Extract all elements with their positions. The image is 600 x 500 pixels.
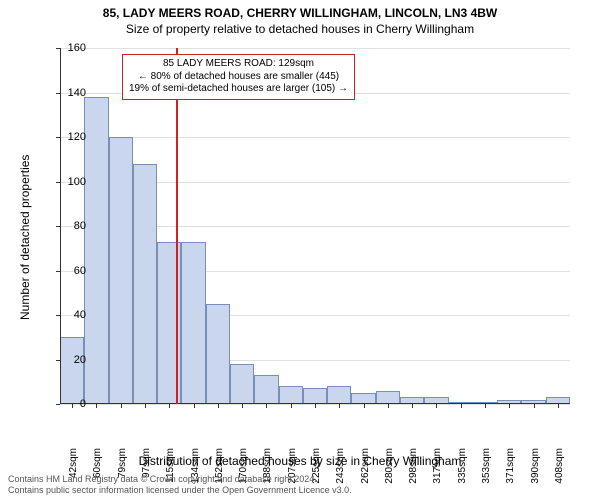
footer-line1: Contains HM Land Registry data © Crown c… xyxy=(8,474,352,485)
annotation-line1: 85 LADY MEERS ROAD: 129sqm xyxy=(129,58,348,71)
x-tick-mark xyxy=(121,404,122,408)
axis-bottom xyxy=(60,403,570,404)
y-tick-label: 40 xyxy=(56,309,86,321)
x-tick-mark xyxy=(485,404,486,408)
y-tick-label: 140 xyxy=(56,87,86,99)
x-tick-mark xyxy=(266,404,267,408)
x-axis-label: Distribution of detached houses by size … xyxy=(0,454,600,468)
x-tick-mark xyxy=(509,404,510,408)
histogram-bar xyxy=(181,242,205,404)
chart-plot-area: 42sqm60sqm79sqm97sqm115sqm134sqm152sqm17… xyxy=(60,48,570,404)
reference-line xyxy=(176,48,178,404)
x-tick-mark xyxy=(388,404,389,408)
chart-title-block: 85, LADY MEERS ROAD, CHERRY WILLINGHAM, … xyxy=(0,0,600,36)
y-tick-label: 20 xyxy=(56,354,86,366)
histogram-bar xyxy=(60,337,84,404)
histogram-bar xyxy=(327,386,351,404)
y-tick-label: 100 xyxy=(56,176,86,188)
x-tick-mark xyxy=(218,404,219,408)
histogram-bar xyxy=(279,386,303,404)
histogram-bar xyxy=(133,164,157,404)
x-tick-mark xyxy=(242,404,243,408)
histogram-bar xyxy=(84,97,108,404)
y-tick-label: 160 xyxy=(56,42,86,54)
annotation-box: 85 LADY MEERS ROAD: 129sqm← 80% of detac… xyxy=(122,54,355,100)
x-tick-mark xyxy=(436,404,437,408)
histogram-bar xyxy=(230,364,254,404)
x-tick-mark xyxy=(461,404,462,408)
x-tick-mark xyxy=(169,404,170,408)
x-tick-mark xyxy=(315,404,316,408)
x-tick-mark xyxy=(534,404,535,408)
x-tick-mark xyxy=(194,404,195,408)
histogram-bar xyxy=(254,375,278,404)
annotation-line2: ← 80% of detached houses are smaller (44… xyxy=(129,71,348,84)
histogram-bar xyxy=(109,137,133,404)
footer-attribution: Contains HM Land Registry data © Crown c… xyxy=(8,474,352,496)
x-tick-mark xyxy=(96,404,97,408)
x-tick-mark xyxy=(558,404,559,408)
grid-line xyxy=(60,137,570,138)
grid-line xyxy=(60,48,570,49)
x-tick-mark xyxy=(339,404,340,408)
x-tick-mark xyxy=(145,404,146,408)
y-axis-label: Number of detached properties xyxy=(18,155,32,320)
x-tick-mark xyxy=(364,404,365,408)
title-subtitle: Size of property relative to detached ho… xyxy=(0,22,600,36)
annotation-line3: 19% of semi-detached houses are larger (… xyxy=(129,83,348,96)
y-tick-label: 0 xyxy=(56,398,86,410)
title-address: 85, LADY MEERS ROAD, CHERRY WILLINGHAM, … xyxy=(0,6,600,20)
y-tick-label: 60 xyxy=(56,265,86,277)
histogram-bar xyxy=(206,304,230,404)
footer-line2: Contains public sector information licen… xyxy=(8,485,352,496)
histogram-bar xyxy=(376,391,400,404)
x-tick-mark xyxy=(291,404,292,408)
y-tick-label: 80 xyxy=(56,220,86,232)
histogram-bar xyxy=(303,388,327,404)
x-tick-mark xyxy=(412,404,413,408)
y-tick-label: 120 xyxy=(56,131,86,143)
